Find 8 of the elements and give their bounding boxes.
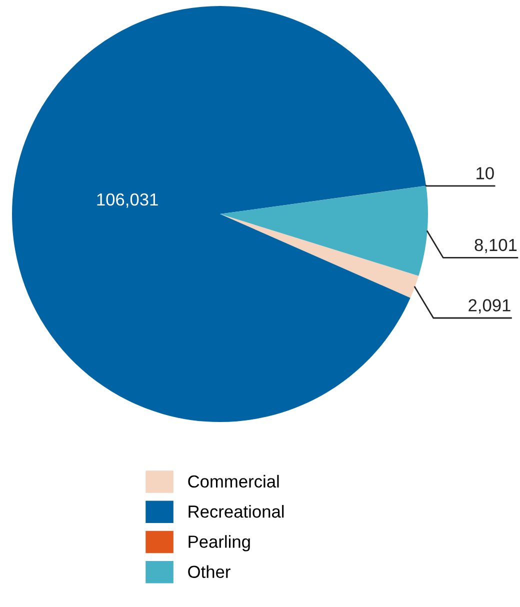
data-label: 10 (476, 167, 494, 180)
data-label: 106,031 (97, 193, 158, 208)
data-label: 8,101 (474, 238, 517, 254)
legend-label: Commercial (188, 474, 279, 488)
legend-label: Pearling (188, 535, 250, 552)
legend-label: Recreational (188, 505, 284, 518)
legend-label: Other (188, 565, 230, 578)
data-label: 2,091 (468, 299, 510, 314)
